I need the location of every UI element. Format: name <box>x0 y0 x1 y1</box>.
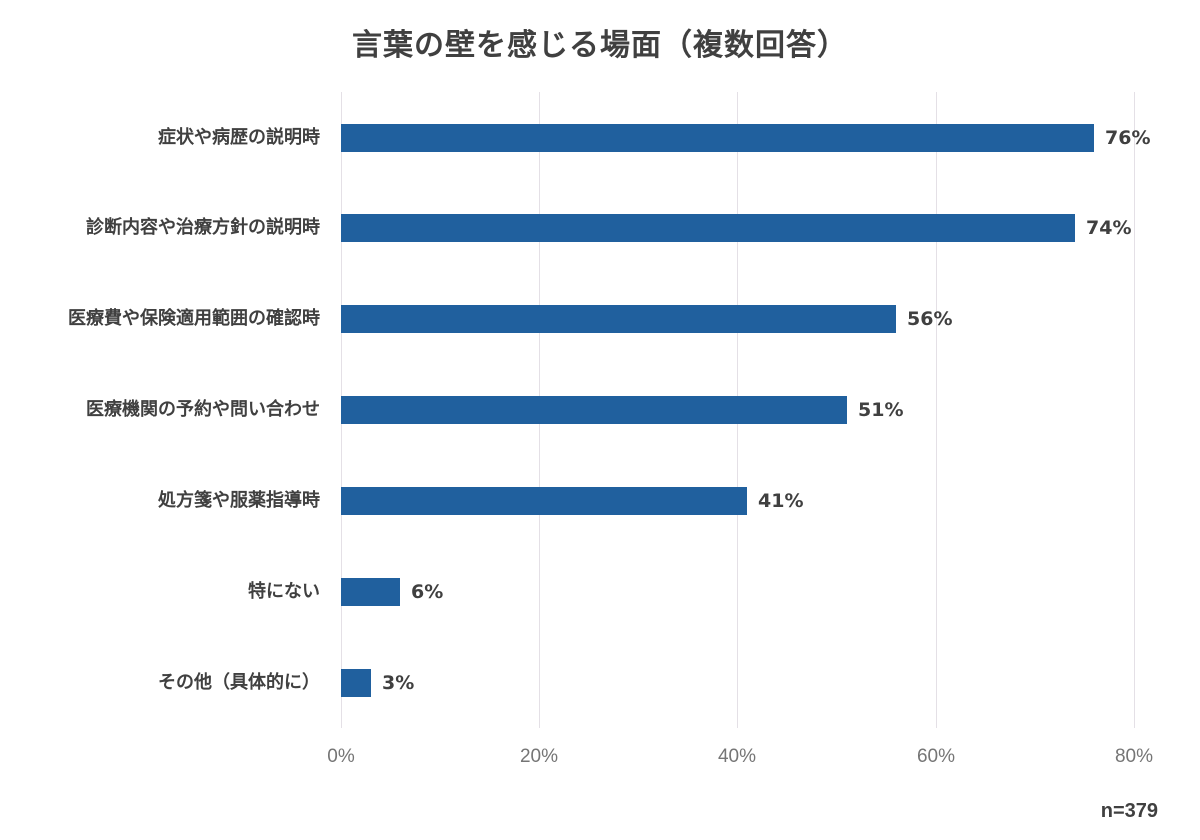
category-label: その他（具体的に） <box>158 672 320 693</box>
bar <box>341 578 400 606</box>
x-tick-0: 0% <box>327 746 355 767</box>
bar <box>341 669 371 697</box>
bar-value-label: 74% <box>1086 217 1132 239</box>
x-tick-60: 60% <box>916 746 956 767</box>
chart-title: 言葉の壁を感じる場面（複数回答） <box>352 28 848 63</box>
category-label: 特にない <box>248 581 320 602</box>
bar-value-label: 56% <box>907 308 953 330</box>
x-tick-80: 80% <box>1114 746 1154 767</box>
bar <box>341 305 896 333</box>
category-label: 医療費や保険適用範囲の確認時 <box>68 308 320 329</box>
x-tick-40: 40% <box>717 746 757 767</box>
bar-value-label: 41% <box>758 490 804 512</box>
category-label: 症状や病歴の説明時 <box>158 127 320 148</box>
plot-area: 76% 74% 56% 51% 41% 6% 3% <box>341 92 1150 728</box>
category-label: 医療機関の予約や問い合わせ <box>86 399 320 420</box>
x-tick-20: 20% <box>519 746 559 767</box>
gridline-80 <box>1134 92 1135 728</box>
category-label: 処方箋や服薬指導時 <box>158 490 320 511</box>
bar-value-label: 3% <box>382 672 415 694</box>
sample-size-label: n=379 <box>1100 800 1158 822</box>
gridline-60 <box>936 92 937 728</box>
category-label: 診断内容や治療方針の説明時 <box>86 217 320 238</box>
bar-value-label: 76% <box>1105 127 1151 149</box>
bar <box>341 396 847 424</box>
bar <box>341 487 747 515</box>
bar <box>341 124 1094 152</box>
bar-value-label: 6% <box>411 581 444 603</box>
bar <box>341 214 1075 242</box>
bar-value-label: 51% <box>858 399 904 421</box>
